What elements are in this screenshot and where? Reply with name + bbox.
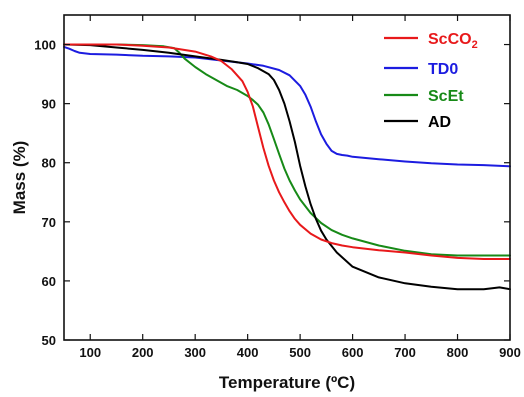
x-tick-label: 800 bbox=[447, 345, 469, 360]
x-tick-label: 700 bbox=[394, 345, 416, 360]
y-tick-label: 60 bbox=[42, 274, 56, 289]
y-tick-label: 100 bbox=[34, 38, 56, 53]
x-tick-label: 500 bbox=[289, 345, 311, 360]
series-line-scco2 bbox=[63, 43, 511, 260]
legend-label-td0: TD0 bbox=[428, 61, 458, 78]
series-line-td0 bbox=[63, 45, 511, 168]
ticks-layer: 100 200 300 400 500 600 700 800 900 50 60 70 80 90 100 bbox=[34, 15, 521, 360]
series-line-ad bbox=[63, 43, 511, 291]
x-tick-label: 400 bbox=[237, 345, 259, 360]
x-axis-label: Temperature (ºC) bbox=[219, 373, 355, 392]
legend-label-scet: ScEt bbox=[428, 88, 464, 105]
legend-subscript: 2 bbox=[472, 39, 478, 51]
y-tick-label: 70 bbox=[42, 215, 56, 230]
x-tick-label: 900 bbox=[499, 345, 521, 360]
x-tick-label: 300 bbox=[184, 345, 206, 360]
y-axis-label: Mass (%) bbox=[10, 141, 29, 215]
legend-label-ad: AD bbox=[428, 114, 451, 131]
series-line-scet bbox=[63, 43, 511, 257]
x-tick-label: 200 bbox=[132, 345, 154, 360]
y-tick-label: 90 bbox=[42, 97, 56, 112]
series-layer bbox=[63, 43, 511, 291]
y-tick-label: 50 bbox=[42, 333, 56, 348]
y-tick-label: 80 bbox=[42, 156, 56, 171]
x-tick-label: 100 bbox=[79, 345, 101, 360]
legend-label-scco2: ScCO2 bbox=[428, 31, 478, 51]
legend: ScCO2 TD0 ScEt AD bbox=[384, 31, 478, 131]
x-tick-label: 600 bbox=[342, 345, 364, 360]
plot-frame bbox=[63, 14, 511, 341]
